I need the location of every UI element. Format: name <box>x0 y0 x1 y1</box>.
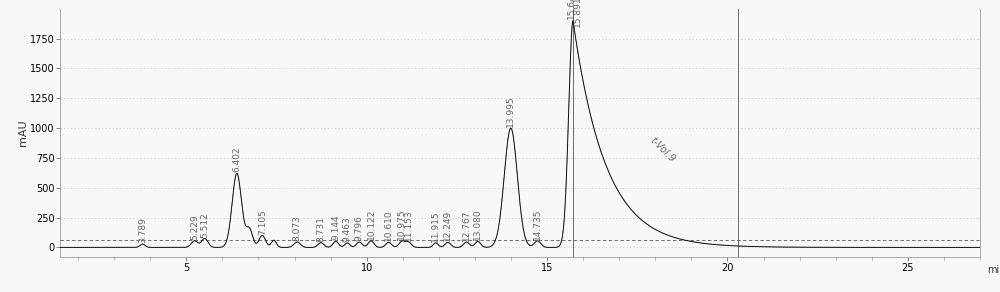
Text: 6.402: 6.402 <box>232 147 241 173</box>
Text: 10.610: 10.610 <box>384 210 393 241</box>
Text: 15.647: 15.647 <box>567 0 576 19</box>
Text: 12.249: 12.249 <box>443 210 452 241</box>
Text: 9.144: 9.144 <box>331 215 340 241</box>
Y-axis label: mAU: mAU <box>18 119 28 146</box>
Text: 10.122: 10.122 <box>367 208 376 240</box>
Text: t-Vol.9: t-Vol.9 <box>648 135 677 164</box>
Text: 7.105: 7.105 <box>258 209 267 234</box>
Text: 3.789: 3.789 <box>138 217 147 243</box>
Text: 15.891: 15.891 <box>573 0 582 27</box>
Text: 10.975: 10.975 <box>397 209 406 241</box>
Text: 8.073: 8.073 <box>293 215 302 241</box>
Text: min: min <box>987 265 1000 275</box>
Text: 14.735: 14.735 <box>533 208 542 240</box>
Text: 13.080: 13.080 <box>473 209 482 241</box>
Text: 5.229: 5.229 <box>190 214 199 240</box>
Text: 8.731: 8.731 <box>316 216 325 242</box>
Text: 11.153: 11.153 <box>404 209 413 241</box>
Text: 5.512: 5.512 <box>200 212 209 237</box>
Text: 9.796: 9.796 <box>355 215 364 241</box>
Text: 12.767: 12.767 <box>462 210 471 241</box>
Text: 9.463: 9.463 <box>343 216 352 242</box>
Text: 11.915: 11.915 <box>431 210 440 242</box>
Text: 13.995: 13.995 <box>506 95 515 127</box>
